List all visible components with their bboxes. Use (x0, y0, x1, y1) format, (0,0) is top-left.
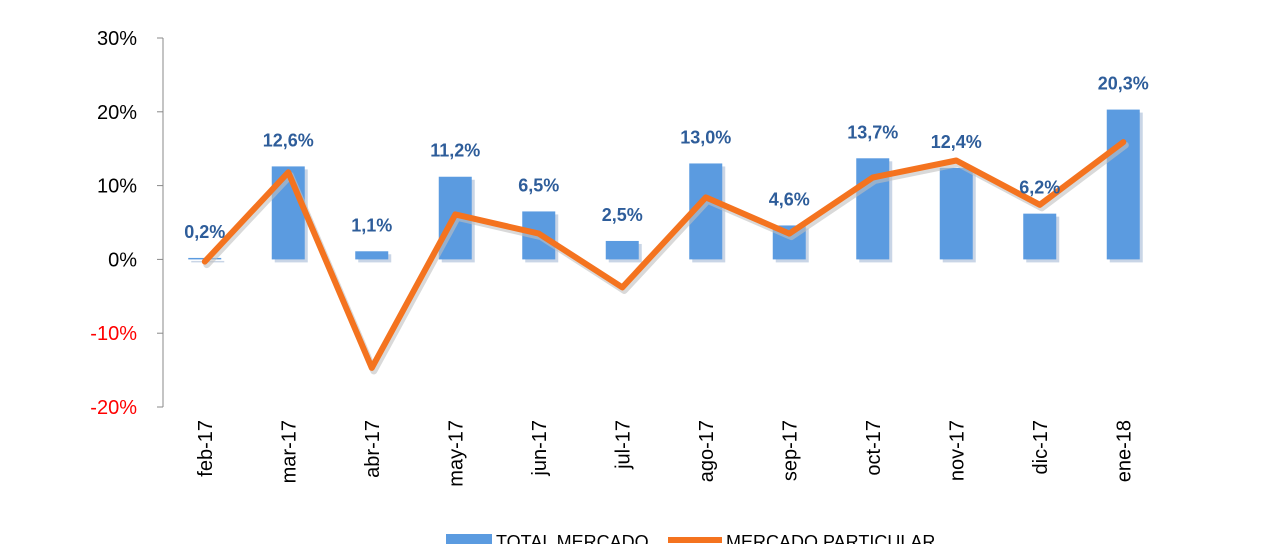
x-tick-label: ene-18 (1113, 420, 1135, 482)
x-tick-label: jul-17 (612, 420, 634, 470)
x-tick-label: mar-17 (278, 420, 300, 483)
line-point (872, 176, 874, 178)
data-label: 1,1% (351, 215, 392, 235)
line-point (454, 213, 456, 215)
x-tick-label: nov-17 (946, 420, 968, 481)
x-tick-label: abr-17 (362, 420, 384, 478)
y-tick-label: -20% (90, 397, 137, 419)
legend-line-label: MERCADO PARTICULAR (726, 532, 935, 544)
data-label: 6,5% (518, 175, 559, 195)
x-tick-label: oct-17 (863, 420, 885, 476)
y-tick-label: -10% (90, 323, 137, 345)
legend-bar-label: TOTAL MERCADO (496, 532, 649, 544)
data-label: 13,7% (847, 122, 898, 142)
data-label: 12,4% (931, 132, 982, 152)
bar (605, 240, 639, 260)
bar (939, 167, 973, 260)
data-label: 6,2% (1019, 178, 1060, 198)
legend-bar-swatch (446, 534, 492, 544)
bar (1023, 213, 1057, 260)
data-label: 2,5% (602, 205, 643, 225)
x-tick-label: jun-17 (529, 420, 551, 477)
line-point (955, 160, 957, 162)
x-tick-label: feb-17 (195, 420, 217, 477)
data-label: 12,6% (263, 130, 314, 150)
x-tick-label: sep-17 (779, 420, 801, 481)
y-tick-label: 30% (97, 28, 137, 50)
y-tick-label: 0% (108, 249, 137, 271)
line-series (201, 139, 1129, 375)
line-point (1122, 141, 1124, 143)
line-point (788, 233, 790, 235)
data-label: 13,0% (680, 127, 731, 147)
line-point (538, 233, 540, 235)
data-label: 20,3% (1098, 74, 1149, 94)
x-tick-label: ago-17 (696, 420, 718, 482)
x-tick-label: may-17 (445, 420, 467, 487)
line-point (1039, 204, 1041, 206)
y-axis: 30% 20% 10% 0% -10% -20% (90, 28, 164, 419)
x-tick-label: dic-17 (1030, 420, 1052, 474)
data-label: 11,2% (430, 141, 480, 161)
line-point (621, 286, 623, 288)
data-label: 0,2% (184, 222, 225, 242)
line-point (705, 196, 707, 198)
line-point (287, 171, 289, 173)
y-tick-label: 10% (97, 176, 137, 198)
bar (1106, 109, 1140, 260)
x-axis: feb-17 mar-17 abr-17 may-17 jun-17 jul-17 ago-… (195, 420, 1136, 487)
data-labels: 0,2% 12,6% 1,1% 11,2% 6,5% 2,5% 13,0% 4,6% 13,7%… (184, 74, 1149, 242)
data-label: 4,6% (769, 189, 810, 209)
bar (355, 251, 389, 260)
y-tick-label: 20% (97, 102, 137, 124)
legend: TOTAL MERCADO MERCADO PARTICULAR (446, 532, 935, 544)
line-point (204, 261, 206, 263)
line-path (201, 139, 1127, 371)
line-point (371, 367, 373, 369)
